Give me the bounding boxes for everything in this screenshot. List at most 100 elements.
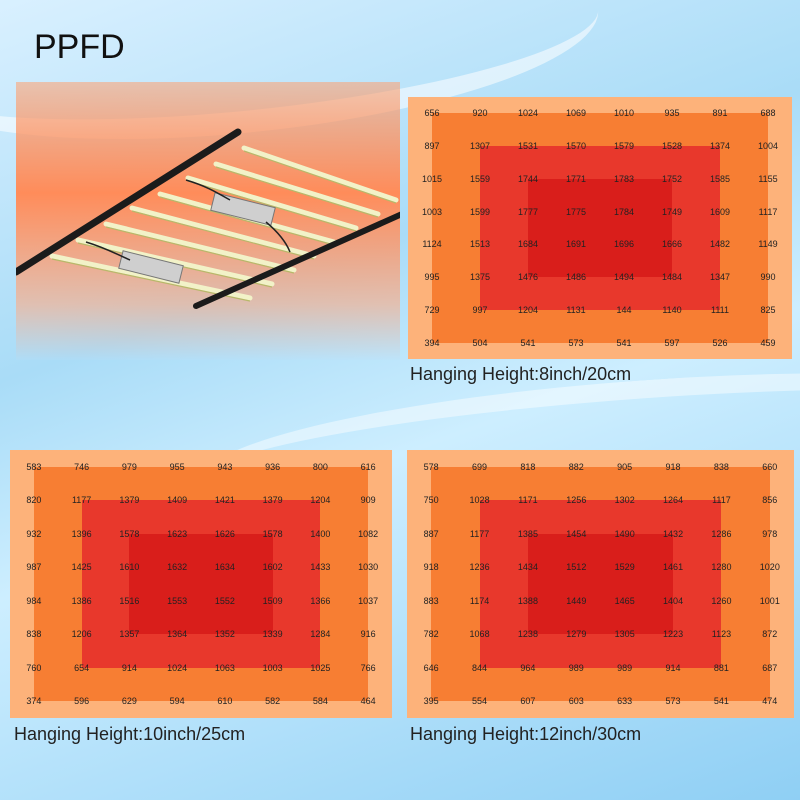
ppfd-value: 1482 [709,239,731,250]
ppfd-value: 1484 [661,272,683,283]
ppfd-value: 943 [217,461,233,472]
ppfd-value: 1264 [663,495,684,506]
ppfd-value: 1599 [469,206,491,217]
ppfd-value: 374 [26,696,42,707]
ppfd-value: 882 [568,461,584,472]
ppfd-value: 1117 [758,206,778,217]
ppfd-value: 1024 [517,108,539,119]
ppfd-value: 688 [760,108,776,119]
ppfd-value: 1579 [613,141,635,152]
ppfd-value: 607 [520,696,536,707]
ppfd-value: 459 [760,337,776,348]
ppfd-value: 1028 [469,495,490,506]
ppfd-value: 932 [26,528,42,539]
ppfd-value: 1001 [759,595,780,606]
ppfd-value: 1037 [358,595,379,606]
ppfd-value: 1783 [613,173,635,184]
ppfd-value: 1494 [613,272,635,283]
ppfd-value: 1553 [167,595,188,606]
ppfd-value: 464 [360,696,376,707]
ppfd-value: 997 [472,304,488,315]
ppfd-value: 1280 [711,562,732,573]
ppfd-value: 633 [617,696,633,707]
ppfd-value: 394 [424,337,440,348]
ppfd-value: 1490 [614,528,635,539]
ppfd-value: 573 [568,337,584,348]
ppfd-value: 782 [423,629,439,640]
ppfd-value: 1454 [566,528,587,539]
ppfd-value: 541 [616,337,632,348]
ppfd-value: 1509 [262,595,283,606]
ppfd-value: 1364 [167,629,188,640]
ppfd-value: 1171 [518,495,538,506]
ppfd-value: 616 [360,461,376,472]
ppfd-value: 629 [121,696,137,707]
ppfd-value: 838 [713,461,729,472]
ppfd-value: 1461 [663,562,684,573]
ppfd-value: 1025 [310,662,331,673]
ppfd-value: 583 [26,461,42,472]
ppfd-value: 1223 [663,629,684,640]
ppfd-value: 1117 [712,495,731,506]
ppfd-value: 1020 [759,562,780,573]
ppfd-value: 584 [312,696,328,707]
ppfd-value: 573 [665,696,681,707]
ppfd-value: 1409 [167,495,188,506]
ppfd-value: 474 [762,696,778,707]
ppfd-value: 1003 [421,206,443,217]
ppfd-value: 1374 [709,141,731,152]
ppfd-value: 1279 [566,629,587,640]
heatmap-zone-3 [527,533,674,635]
ppfd-value: 856 [762,495,778,506]
ppfd-value: 1691 [565,239,587,250]
ppfd-value: 1388 [517,595,538,606]
ppfd-value: 920 [472,108,488,119]
ppfd-value: 1302 [614,495,635,506]
ppfd-value: 1516 [119,595,140,606]
ppfd-value: 1432 [663,528,684,539]
ppfd-value: 1434 [517,562,538,573]
ppfd-value: 1379 [119,495,140,506]
ppfd-value: 1003 [262,662,283,673]
ppfd-value: 838 [26,629,42,640]
ppfd-value: 1775 [565,206,587,217]
ppfd-value: 1004 [757,141,779,152]
ppfd-value: 1771 [565,173,587,184]
ppfd-value: 914 [121,662,137,673]
ppfd-value: 1559 [469,173,491,184]
ppfd-value: 1030 [358,562,379,573]
ppfd-value: 989 [568,662,584,673]
ppfd-value: 1024 [167,662,188,673]
ppfd-value: 984 [26,595,42,606]
ppfd-value: 1124 [422,239,442,250]
ppfd-value: 918 [423,562,439,573]
ppfd-value: 1421 [214,495,235,506]
ppfd-value: 1528 [661,141,683,152]
ppfd-value: 654 [74,662,90,673]
ppfd-value: 1610 [119,562,140,573]
ppfd-value: 1749 [661,206,683,217]
ppfd-value: 699 [472,461,488,472]
ppfd-value: 597 [664,337,680,348]
ppfd-value: 1206 [71,629,92,640]
ppfd-value: 1784 [613,206,635,217]
ppfd-value: 1339 [262,629,283,640]
ppfd-value: 990 [760,272,776,283]
heatmap-zone-3 [129,533,273,635]
ppfd-value: 541 [520,337,536,348]
ppfd-value: 1177 [71,495,92,506]
ppfd-value: 541 [713,696,729,707]
ppfd-value: 1010 [613,108,635,119]
ppfd-value: 914 [665,662,681,673]
ppfd-heatmap-12inch: 578 699 818 882 905 918 838 660 750 1028 1171 1256 1… [407,450,794,718]
ppfd-value: 891 [712,108,728,119]
ppfd-value: 582 [265,696,281,707]
ppfd-value: 1140 [662,304,682,315]
ppfd-value: 872 [762,629,778,640]
led-fixture-image [12,82,405,360]
ppfd-value: 978 [762,528,778,539]
ppfd-value: 1082 [358,528,379,539]
ppfd-value: 1204 [310,495,331,506]
chart-caption-12inch: Hanging Height:12inch/30cm [410,724,642,744]
ppfd-value: 1578 [262,528,283,539]
